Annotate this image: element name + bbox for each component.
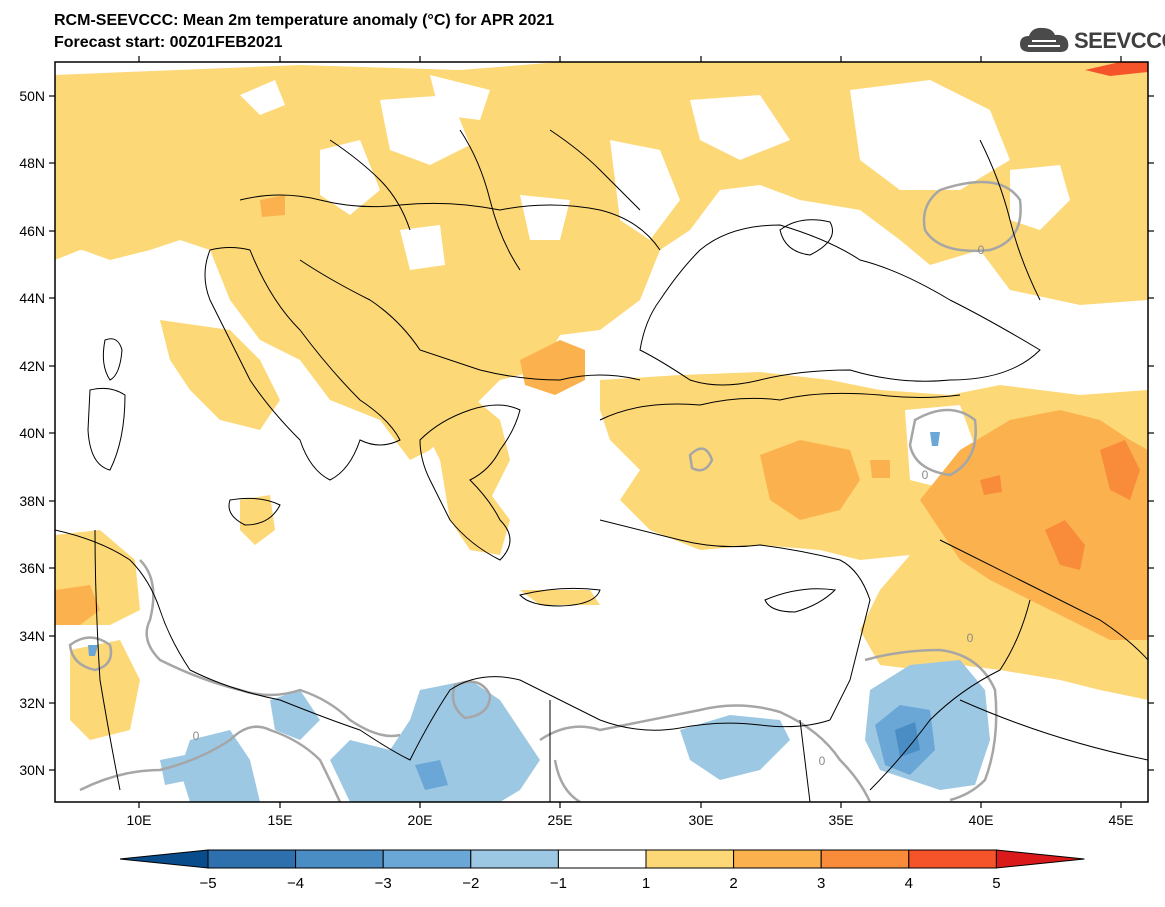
contour-label: 0	[819, 754, 826, 768]
colorbar-label: −4	[287, 875, 304, 892]
colorbar: −5 −4 −3 −2 −1 1 2 3 4 5	[119, 849, 1085, 892]
colorbar-label: −2	[462, 875, 479, 892]
lat-label: 50N	[19, 88, 45, 104]
lon-label: 20E	[408, 812, 433, 828]
lat-label: 44N	[19, 290, 45, 306]
cloud-icon	[1020, 27, 1069, 52]
colorbar-label: 4	[905, 875, 913, 892]
lat-label: 30N	[19, 762, 45, 778]
colorbar-segment	[470, 849, 559, 869]
lat-label: 38N	[19, 493, 45, 509]
lat-label: 32N	[19, 695, 45, 711]
latitude-ticks	[49, 95, 1154, 771]
contour-label: 0	[193, 729, 200, 743]
longitude-ticks	[138, 56, 1122, 808]
colorbar-label: −3	[375, 875, 392, 892]
lon-label: 40E	[969, 812, 994, 828]
colorbar-label: 3	[817, 875, 825, 892]
lon-label: 35E	[829, 812, 854, 828]
colorbar-label: 5	[992, 875, 1000, 892]
contour-label: 0	[978, 243, 985, 257]
lat-label: 36N	[19, 560, 45, 576]
colorbar-segment	[645, 849, 735, 869]
contour-label: 0	[967, 631, 974, 645]
lat-label: 40N	[19, 425, 45, 441]
lat-label: 46N	[19, 223, 45, 239]
colorbar-high-arrow	[995, 849, 1085, 869]
forecast-start-subtitle: Forecast start: 00Z01FEB2021	[54, 34, 283, 51]
anomaly-shading	[55, 62, 1148, 802]
lon-label: 45E	[1109, 812, 1134, 828]
colorbar-label: 2	[729, 875, 737, 892]
colorbar-segment	[382, 849, 472, 869]
lon-label: 30E	[689, 812, 714, 828]
coastlines	[55, 129, 1148, 802]
map-frame	[54, 61, 1149, 803]
lon-label: 10E	[127, 812, 152, 828]
colorbar-segment	[295, 849, 384, 869]
lat-label: 42N	[19, 358, 45, 374]
lon-label: 15E	[268, 812, 293, 828]
colorbar-low-arrow	[119, 849, 209, 869]
colorbar-label: −5	[199, 875, 216, 892]
lon-label: 25E	[548, 812, 573, 828]
colorbar-segment	[908, 849, 997, 869]
colorbar-segment	[820, 849, 910, 869]
lat-label: 34N	[19, 628, 45, 644]
colorbar-label: 1	[642, 875, 650, 892]
colorbar-segment	[207, 849, 297, 869]
logo-text: SEEVCCC	[1074, 28, 1165, 53]
contour-label: 0	[922, 468, 929, 482]
colorbar-segment	[557, 849, 647, 869]
lat-label: 48N	[19, 155, 45, 171]
colorbar-label: −1	[550, 875, 567, 892]
seevccc-logo: SEEVCCC	[1018, 24, 1165, 58]
colorbar-segment	[733, 849, 822, 869]
map-title: RCM-SEEVCCC: Mean 2m temperature anomaly…	[54, 12, 555, 29]
